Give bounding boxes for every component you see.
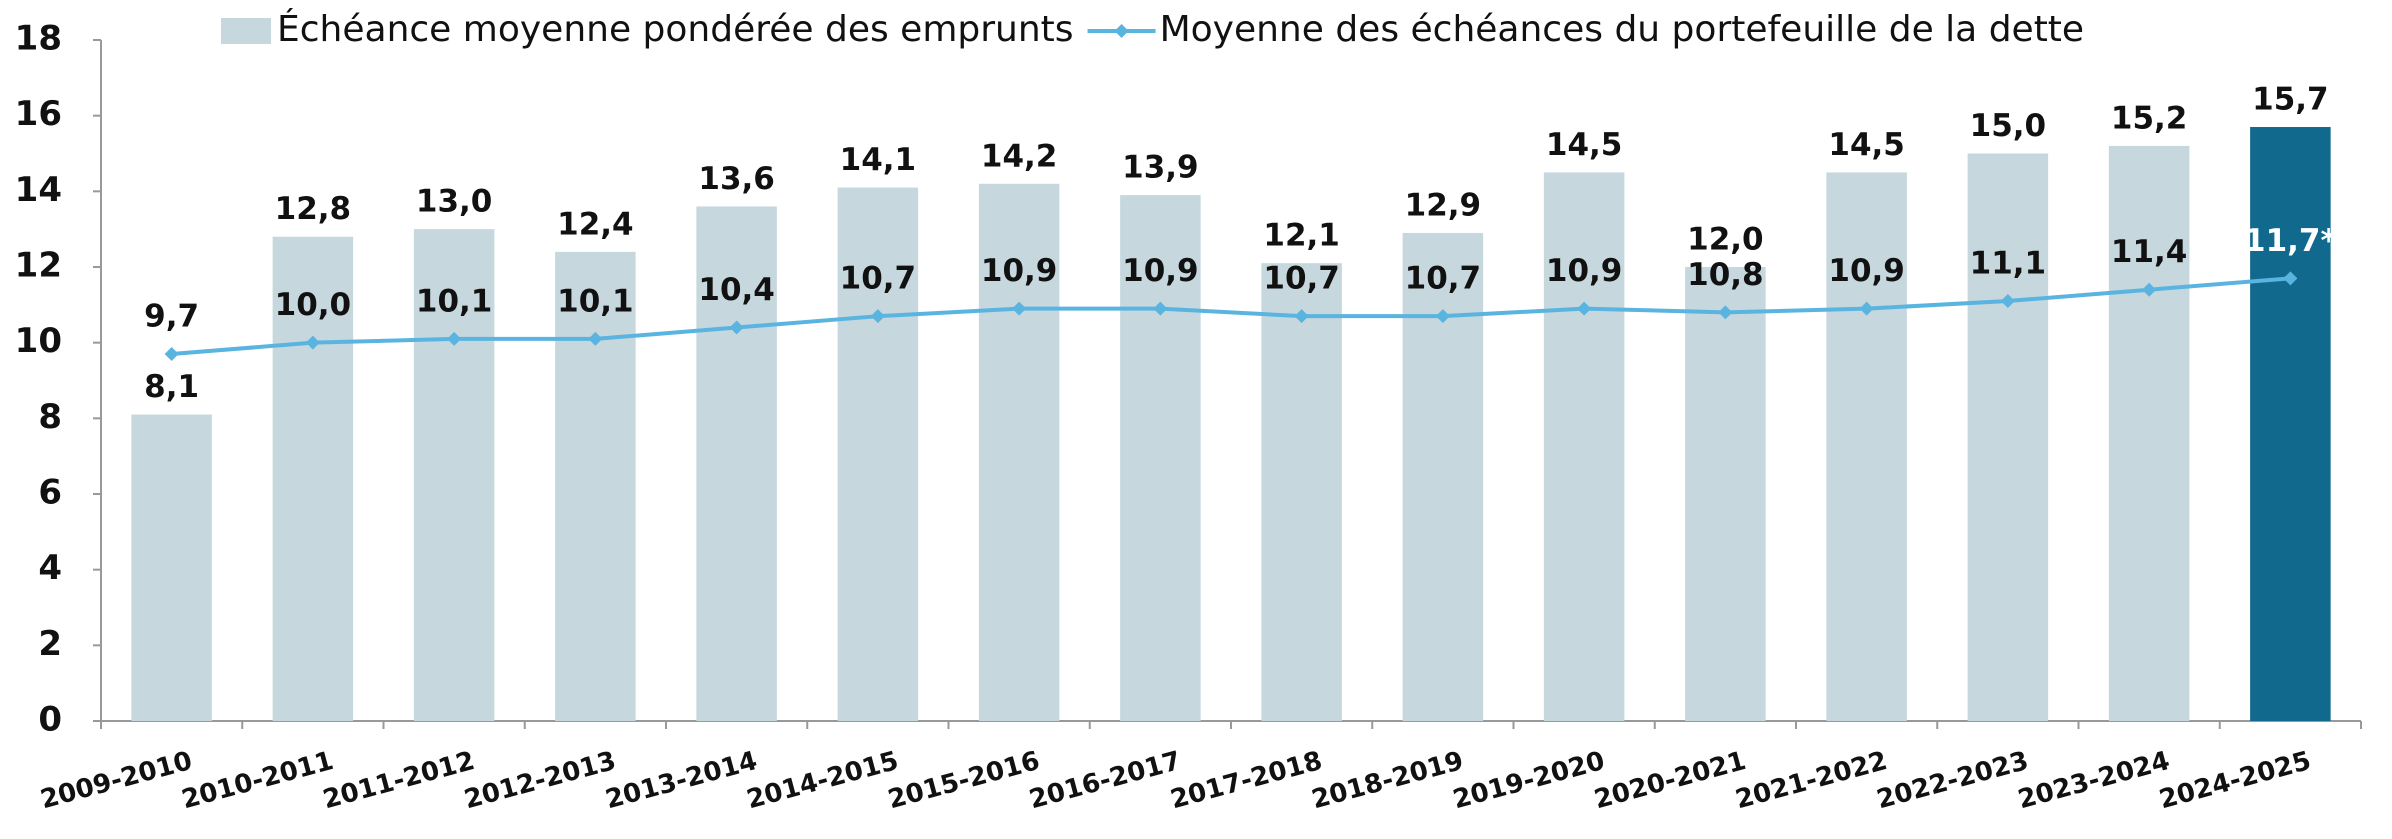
- y-tick-label: 10: [15, 321, 62, 361]
- y-tick-label: 6: [38, 473, 62, 513]
- line-marker: [2000, 294, 2015, 309]
- legend-marker: [1114, 24, 1129, 38]
- line-value-label: 10,9: [1122, 253, 1199, 289]
- bar: [1826, 172, 1907, 721]
- x-tick-label: 2015-2016: [885, 746, 1043, 815]
- line-value-label: 10,7: [840, 261, 917, 297]
- bar: [1402, 232, 1484, 721]
- line-marker: [1012, 301, 1027, 316]
- bar-value-label: 12,9: [1405, 187, 1482, 223]
- bar: [413, 229, 495, 721]
- line-value-label: 10,7: [1405, 261, 1482, 297]
- bar: [1685, 267, 1766, 721]
- bar-value-label: 12,1: [1263, 218, 1340, 254]
- bar: [1261, 263, 1342, 721]
- line-value-label: 10,0: [275, 287, 352, 323]
- x-tick-label: 2018-2019: [1309, 746, 1467, 815]
- y-tick-label: 18: [15, 19, 62, 59]
- line-marker: [729, 320, 744, 335]
- line-marker: [1718, 305, 1733, 320]
- line-value-label: 10,9: [1546, 253, 1623, 289]
- y-tick-label: 14: [15, 170, 62, 210]
- line-value-label: 9,7: [144, 299, 199, 335]
- bar-value-label: 8,1: [144, 369, 199, 405]
- bar-value-label: 15,2: [2111, 100, 2188, 136]
- x-tick-label: 2022-2023: [1874, 746, 2032, 815]
- line-marker: [588, 331, 603, 346]
- bar: [1120, 195, 1201, 721]
- bar-value-label: 14,5: [1546, 127, 1623, 163]
- line-value-label: 10,8: [1687, 257, 1764, 293]
- bar: [2108, 145, 2190, 721]
- line-value-label: 10,9: [1828, 253, 1905, 289]
- x-tick-label: 2011-2012: [320, 746, 478, 815]
- line-marker: [2142, 282, 2157, 297]
- x-tick-label: 2020-2021: [1591, 746, 1749, 815]
- bar-value-label: 14,5: [1828, 127, 1905, 163]
- x-tick-label: 2014-2015: [744, 746, 902, 815]
- bar: [837, 187, 919, 722]
- y-tick-label: 12: [15, 246, 62, 286]
- bar: [2250, 127, 2331, 722]
- legend-swatch: [221, 18, 271, 44]
- bar: [555, 251, 636, 721]
- line-marker: [1435, 309, 1450, 324]
- x-tick-label: 2013-2014: [602, 746, 760, 815]
- bar-value-label: 15,7: [2252, 82, 2329, 118]
- bar-value-label: 13,9: [1122, 150, 1199, 186]
- line-marker: [1294, 309, 1309, 324]
- bar: [272, 236, 354, 721]
- bar-value-label: 12,4: [557, 206, 634, 242]
- line-value-label: 10,1: [557, 283, 634, 319]
- bar-value-label: 14,1: [840, 142, 917, 178]
- line-marker: [447, 331, 462, 346]
- line-marker: [2283, 271, 2298, 286]
- y-tick-label: 2: [38, 624, 62, 664]
- x-tick-label: 2010-2011: [179, 746, 337, 815]
- line-value-label: 11,4: [2111, 234, 2188, 270]
- line-marker: [1577, 301, 1592, 316]
- line-value-label: 10,1: [416, 283, 493, 319]
- y-tick-label: 8: [38, 397, 62, 437]
- line-value-label: 11,1: [1970, 246, 2047, 282]
- x-tick-label: 2016-2017: [1026, 746, 1184, 815]
- line: [171, 276, 2291, 357]
- bar: [1543, 172, 1625, 721]
- line-marker: [870, 309, 885, 324]
- bar: [1967, 153, 2049, 721]
- y-tick-label: 0: [38, 700, 62, 740]
- x-tick-label: 2017-2018: [1167, 746, 1325, 815]
- bar-value-label: 13,6: [698, 161, 775, 197]
- x-tick-label: 2023-2024: [2015, 746, 2173, 815]
- line-value-label: 10,9: [981, 253, 1058, 289]
- bar: [131, 414, 212, 721]
- line-value-label: 10,4: [698, 272, 775, 308]
- x-tick-label: 2012-2013: [461, 746, 619, 815]
- bar: [978, 183, 1060, 721]
- bar-value-label: 12,8: [275, 191, 352, 227]
- line-marker: [305, 335, 320, 350]
- bar-value-label: 15,0: [1970, 108, 2047, 144]
- bar-value-label: 14,2: [981, 138, 1058, 174]
- bar-value-label: 12,0: [1687, 222, 1764, 258]
- x-tick-label: 2019-2020: [1450, 746, 1608, 815]
- bar-value-label: 13,0: [416, 184, 493, 220]
- x-tick-label: 2021-2022: [1732, 746, 1890, 815]
- x-tick-label: 2024-2025: [2156, 746, 2314, 815]
- x-tick-label: 2009-2010: [37, 746, 195, 815]
- line-marker: [1859, 301, 1874, 316]
- line-marker: [164, 347, 179, 362]
- line-marker: [1153, 301, 1168, 316]
- line-value-label: 11,7*: [2244, 223, 2337, 259]
- y-tick-label: 4: [38, 548, 62, 588]
- y-tick-label: 16: [15, 94, 62, 134]
- legend-label: Échéance moyenne pondérée des emprunts: [277, 8, 1074, 50]
- bar: [696, 206, 777, 721]
- line-value-label: 10,7: [1263, 261, 1340, 297]
- legend-label: Moyenne des échéances du portefeuille de…: [1160, 9, 2085, 50]
